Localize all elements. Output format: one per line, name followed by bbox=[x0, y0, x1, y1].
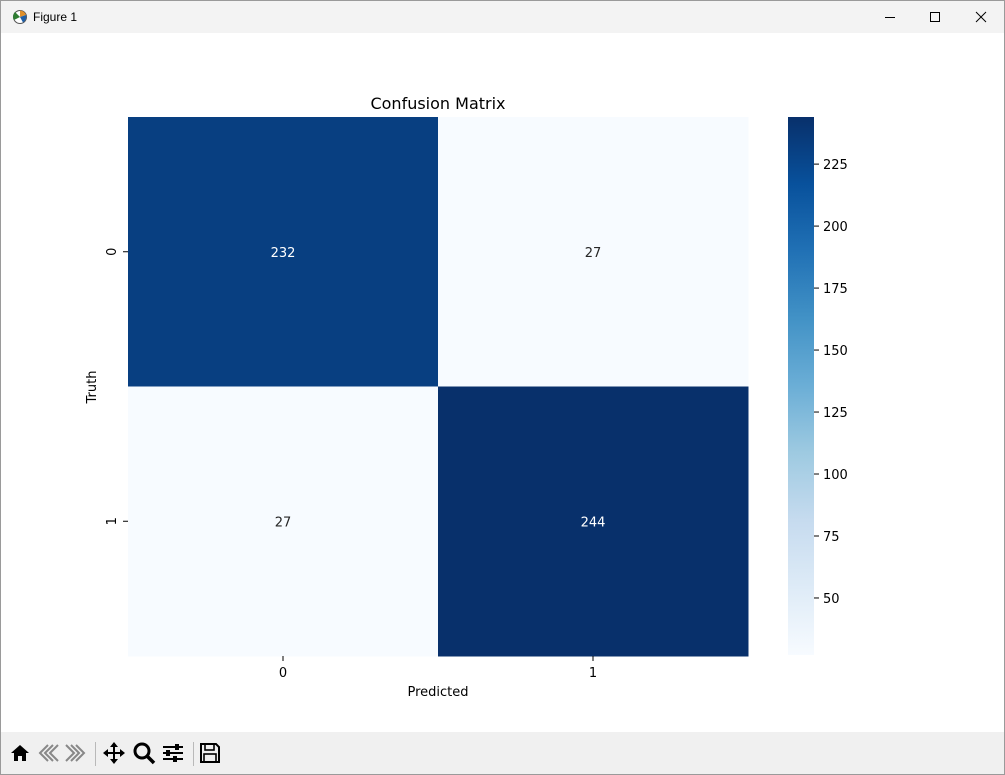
colorbar-tick-label: 125 bbox=[823, 406, 848, 421]
toolbar-separator bbox=[193, 742, 194, 766]
maximize-icon bbox=[930, 12, 940, 22]
chart-title: Confusion Matrix bbox=[370, 94, 505, 113]
navigation-toolbar bbox=[1, 732, 1004, 774]
colorbar-ticks: 50 75 100 125 150 175 200 225 bbox=[814, 158, 848, 607]
minimize-icon bbox=[885, 17, 895, 18]
y-tick-label: 0 bbox=[105, 248, 120, 256]
y-tick-label: 1 bbox=[105, 517, 120, 525]
colorbar-tick-label: 150 bbox=[823, 344, 848, 359]
x-tick-label: 1 bbox=[589, 666, 597, 681]
close-button[interactable] bbox=[958, 1, 1004, 33]
heatmap-cells bbox=[128, 117, 749, 657]
home-button[interactable] bbox=[7, 740, 33, 766]
save-icon bbox=[200, 743, 220, 763]
title-bar[interactable]: Figure 1 bbox=[1, 1, 1004, 33]
colorbar-tick-label: 175 bbox=[823, 282, 848, 297]
heatmap-cell-labels: 232 27 27 244 bbox=[271, 246, 606, 531]
colorbar-tick-label: 100 bbox=[823, 468, 848, 483]
forward-button[interactable] bbox=[63, 740, 89, 766]
y-axis-ticks: 01 bbox=[105, 248, 128, 525]
configure-subplots-button[interactable] bbox=[160, 740, 186, 766]
x-tick-label: 0 bbox=[279, 666, 287, 681]
back-button[interactable] bbox=[35, 740, 61, 766]
zoom-icon bbox=[133, 742, 156, 765]
toolbar-separator bbox=[95, 742, 96, 766]
cell-value-label-1-0: 27 bbox=[275, 515, 292, 530]
colorbar-tick-label: 225 bbox=[823, 158, 848, 173]
colorbar-tick-label: 50 bbox=[823, 592, 840, 607]
cell-value-label-1-1: 244 bbox=[581, 515, 606, 530]
forward-icon bbox=[65, 744, 86, 762]
x-axis-label: Predicted bbox=[407, 685, 468, 700]
window-title: Figure 1 bbox=[33, 10, 78, 24]
heatmap-cell-1-1 bbox=[438, 386, 749, 657]
back-icon bbox=[38, 744, 59, 762]
pan-button[interactable] bbox=[101, 740, 127, 766]
colorbar-tick-label: 75 bbox=[823, 530, 840, 545]
configure-subplots-icon bbox=[163, 744, 183, 762]
home-icon bbox=[11, 745, 29, 761]
colorbar bbox=[788, 117, 814, 655]
save-button[interactable] bbox=[197, 740, 223, 766]
heatmap-cell-0-0 bbox=[128, 117, 439, 387]
zoom-button[interactable] bbox=[131, 740, 157, 766]
cell-value-label-0-0: 232 bbox=[271, 246, 296, 261]
maximize-button[interactable] bbox=[912, 1, 958, 33]
y-axis-label: Truth bbox=[85, 371, 100, 405]
cell-value-label-0-1: 27 bbox=[585, 246, 602, 261]
colorbar-tick-label: 200 bbox=[823, 220, 848, 235]
close-icon bbox=[975, 11, 987, 23]
pan-icon bbox=[103, 742, 125, 764]
minimize-button[interactable] bbox=[867, 1, 913, 33]
heatmap-cell-0-1 bbox=[438, 117, 749, 387]
matplotlib-app-icon bbox=[13, 10, 27, 24]
heatmap-cell-1-0 bbox=[128, 386, 439, 657]
